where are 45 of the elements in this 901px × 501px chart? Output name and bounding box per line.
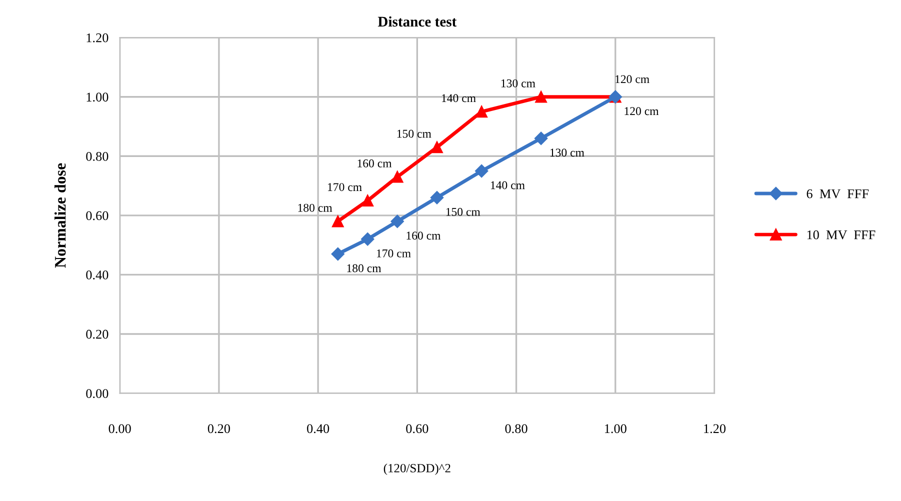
annotation: 140 cm [490,181,525,190]
y-tick-label: 0.60 [86,211,108,220]
y-tick-label: 1.20 [86,33,108,42]
annotation: 140 cm [442,94,476,102]
point [534,132,548,145]
legend-label: 6 MV FFF [806,189,869,198]
y-tick-label: 0.20 [86,330,108,339]
annotation: 120 cm [624,107,659,116]
y-axis-title: Normalize dose [54,163,66,268]
annotation: 130 cm [550,148,584,157]
x-tick-label: 0.00 [108,424,131,434]
x-tick-label: 0.80 [505,424,528,434]
annotation: 120 cm [616,75,650,84]
y-tick-label: 0.00 [86,389,108,398]
point [431,141,443,154]
x-tick-label: 0.20 [208,424,230,434]
annotation: 180 cm [347,264,382,272]
x-tick-label: 1.20 [704,424,726,434]
y-tick-label: 1.00 [86,92,108,102]
annotation: 150 cm [397,130,432,138]
annotation: 150 cm [446,208,480,216]
point [361,232,374,246]
y-tick-label: 0.80 [86,152,108,161]
point [390,214,404,228]
x-tick-label: 0.60 [406,424,428,434]
point [535,90,547,103]
x-tick-label: 0.40 [307,424,330,434]
annotation: 180 cm [298,204,332,212]
point [362,194,374,207]
y-tick-label: 0.40 [86,270,108,280]
annotation: 170 cm [328,183,362,192]
point [332,215,344,228]
point [430,191,444,204]
x-axis-title: (120/SDD)^2 [384,464,450,475]
point [391,170,404,183]
annotation: 130 cm [501,79,536,88]
annotation: 160 cm [406,232,441,240]
annotation: 160 cm [358,159,392,168]
chart-title: Distance test [378,16,457,27]
x-tick-label: 1.00 [605,424,626,434]
point [474,164,488,178]
point [476,106,488,118]
legend-label: 10 MV FFF [807,230,876,240]
annotation: 170 cm [376,249,411,258]
point [331,247,344,261]
